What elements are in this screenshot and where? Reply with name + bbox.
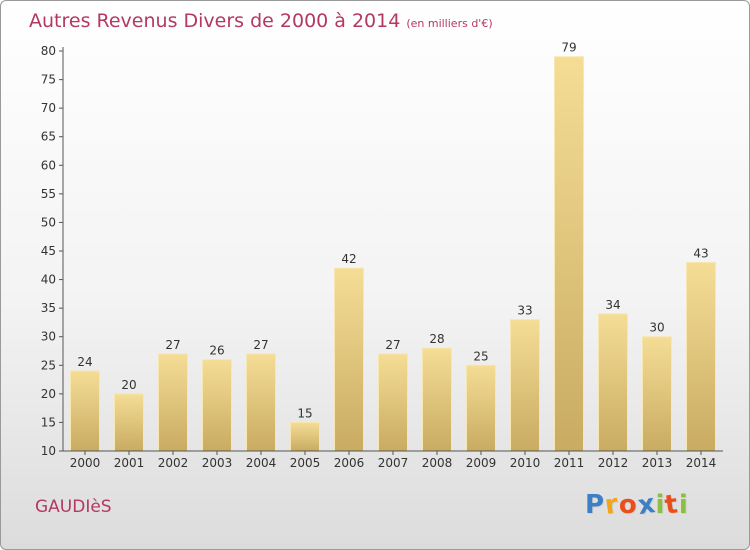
y-tick-label: 65 [41,130,56,144]
bar [378,353,408,452]
logo-letter: i [678,490,689,520]
bar-value-label: 79 [561,41,576,55]
x-tick-label: 2013 [642,456,673,470]
y-tick-label: 30 [41,330,56,344]
bar [70,370,100,452]
bar [246,353,276,452]
bar-value-label: 26 [209,344,224,358]
bar [510,319,540,452]
bar-value-label: 28 [429,332,444,346]
y-tick-label: 75 [41,73,56,87]
x-tick-label: 2006 [334,456,365,470]
logo-letter: o [618,490,638,520]
proxiti-logo: Proxiti [585,488,689,522]
y-tick-label: 70 [41,101,56,115]
y-axis: 10 15 20 25 30 35 40 45 50 55 60 65 70 75 80 [41,44,64,458]
y-tick-label: 10 [41,444,56,458]
chart-title: Autres Revenus Divers de 2000 à 2014 (en … [29,10,493,32]
bar-value-label: 15 [297,406,312,420]
bar [202,359,232,452]
bar-value-label: 27 [253,338,268,352]
bar-value-label: 25 [473,349,488,363]
bar [114,393,144,452]
bar [290,421,320,452]
bar-value-label: 27 [165,338,180,352]
y-tick-label: 40 [41,273,56,287]
y-tick-label: 15 [41,415,56,429]
bar [554,56,584,452]
bar-value-label: 30 [649,321,664,335]
x-tick-label: 2004 [246,456,277,470]
y-tick-label: 25 [41,358,56,372]
x-tick-label: 2012 [598,456,629,470]
x-tick-label: 2005 [290,456,321,470]
commune-name: GAUDIèS [35,497,112,517]
x-tick-label: 2008 [422,456,453,470]
y-tick-label: 60 [41,158,56,172]
bar-value-label: 33 [517,304,532,318]
y-tick-label: 80 [41,44,56,58]
logo-letter: P [585,490,606,520]
y-tick-label: 55 [41,187,56,201]
y-tick-label: 50 [41,215,56,229]
bar [334,267,364,452]
y-tick-label: 35 [41,301,56,315]
x-tick-label: 2007 [378,456,409,470]
x-tick-label: 2010 [510,456,541,470]
bar-value-label: 27 [385,338,400,352]
y-tick-label: 20 [41,387,56,401]
x-tick-label: 2002 [158,456,189,470]
bar [422,347,452,452]
bar [158,353,188,452]
bar-value-label: 42 [341,252,356,266]
bar-value-label: 34 [605,298,620,312]
x-tick-label: 2001 [114,456,145,470]
x-tick-label: 2014 [686,456,717,470]
y-tick-label: 45 [41,244,56,258]
x-tick-label: 2011 [554,456,585,470]
logo-letter: x [635,488,658,522]
bars: 24 20 27 26 27 15 42 27 28 25 33 79 34 30 43 [70,41,716,452]
bar-value-label: 43 [693,246,708,260]
x-tick-label: 2000 [70,456,101,470]
bar-value-label: 24 [77,355,92,369]
x-tick-label: 2009 [466,456,497,470]
x-tick-label: 2003 [202,456,233,470]
bar [642,336,672,452]
bar-value-label: 20 [121,378,136,392]
x-axis: 2000 2001 2002 2003 2004 2005 2006 2007 2008 2009… [63,450,723,470]
bar [466,364,496,452]
title-unit: (en milliers d'€) [406,17,493,30]
logo-letter: i [655,490,666,520]
bar [686,261,716,452]
bar [598,313,628,452]
title-text: Autres Revenus Divers de 2000 à 2014 [29,10,401,32]
